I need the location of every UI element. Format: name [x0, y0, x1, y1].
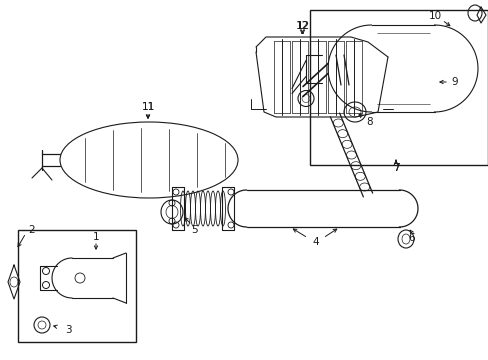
Text: 1: 1 [93, 232, 99, 242]
Text: 10: 10 [427, 11, 441, 21]
Text: 7: 7 [392, 163, 399, 173]
Bar [309, 10, 487, 165]
Text: 8: 8 [366, 117, 372, 127]
Text: 12: 12 [295, 21, 308, 31]
Text: 4: 4 [312, 237, 319, 247]
Text: 6: 6 [408, 233, 414, 243]
Text: 11: 11 [141, 102, 154, 112]
Text: 2: 2 [29, 225, 35, 235]
Text: 7: 7 [392, 163, 399, 173]
Text: 11: 11 [141, 102, 154, 112]
Text: 9: 9 [451, 77, 457, 87]
Text: 3: 3 [64, 325, 71, 335]
Text: 5: 5 [191, 225, 198, 235]
Text: 12: 12 [296, 21, 309, 31]
Bar [18, 230, 136, 342]
